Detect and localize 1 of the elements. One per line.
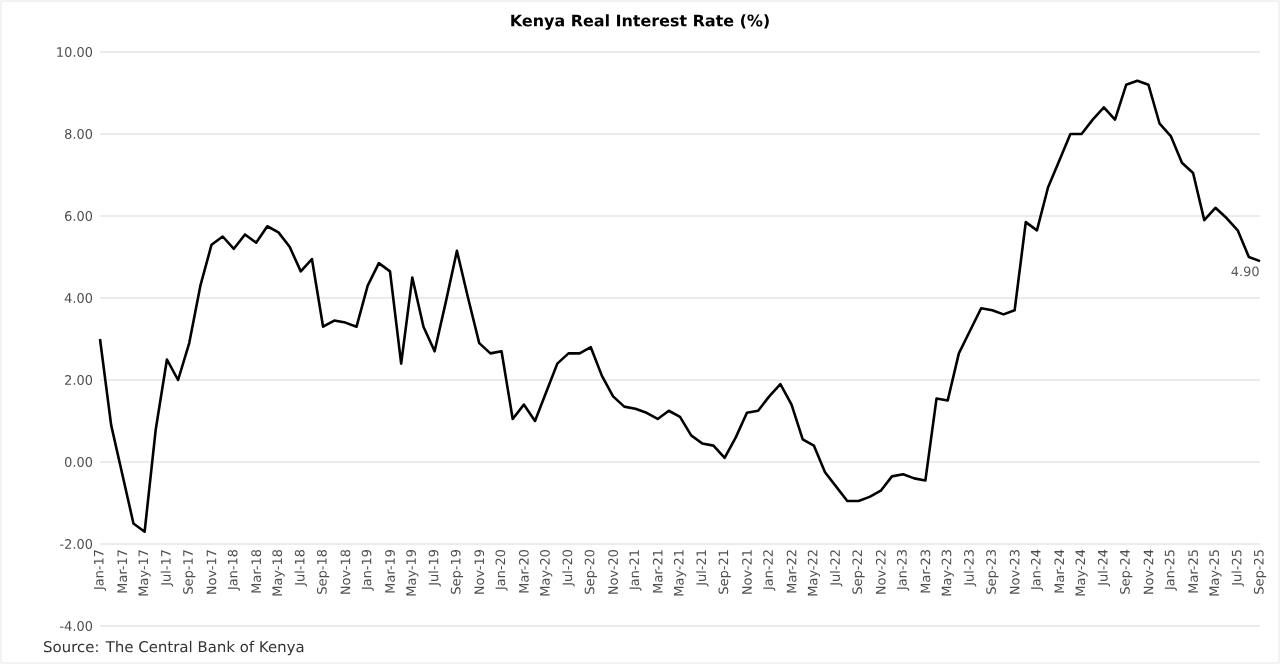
line-series: [98, 79, 1262, 533]
